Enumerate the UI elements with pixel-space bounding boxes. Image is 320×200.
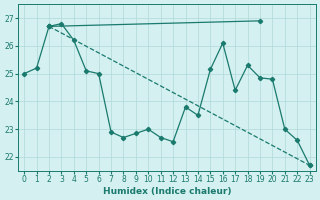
X-axis label: Humidex (Indice chaleur): Humidex (Indice chaleur) [103, 187, 231, 196]
